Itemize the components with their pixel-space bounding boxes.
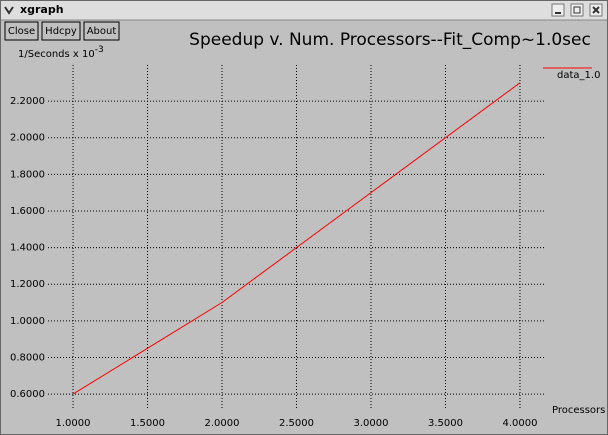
button[interactable] bbox=[83, 21, 120, 41]
x-axis-label: Processors bbox=[552, 405, 605, 416]
y-tick-label: 0.6000 bbox=[10, 389, 45, 400]
window-title: xgraph bbox=[20, 3, 64, 16]
x-tick-label: 2.5000 bbox=[279, 418, 314, 429]
close-icon bbox=[592, 6, 600, 14]
button[interactable] bbox=[41, 21, 81, 41]
x-tick-label: 3.0000 bbox=[353, 418, 388, 429]
button[interactable] bbox=[4, 21, 39, 41]
x-tick-label: 2.0000 bbox=[205, 418, 240, 429]
y-tick-label: 2.2000 bbox=[10, 96, 45, 107]
x-tick-label: 4.0000 bbox=[502, 418, 537, 429]
maximize-button[interactable] bbox=[570, 3, 584, 17]
button-label: Hdcpy bbox=[45, 26, 77, 37]
maximize-icon bbox=[573, 6, 581, 14]
y-tick-label: 2.0000 bbox=[10, 133, 45, 144]
y-tick-label: 1.4000 bbox=[10, 243, 45, 254]
y-tick-label: 1.6000 bbox=[10, 206, 45, 217]
button-label: About bbox=[87, 26, 117, 37]
legend-label: data_1.0 bbox=[557, 70, 600, 81]
x-tick-label: 3.5000 bbox=[428, 418, 463, 429]
chart-title: Speedup v. Num. Processors--Fit_Comp~1.0… bbox=[189, 30, 591, 50]
y-axis-label-text: 1/Seconds x 10 bbox=[18, 49, 95, 60]
data-line bbox=[72, 82, 521, 395]
y-axis-label: 1/Seconds x 10-3 bbox=[18, 45, 104, 61]
x-tick-label: 1.0000 bbox=[56, 418, 91, 429]
button-label: Close bbox=[8, 26, 35, 37]
x-tick-label: 1.5000 bbox=[130, 418, 165, 429]
y-tick-label: 0.8000 bbox=[10, 352, 45, 363]
minimize-button[interactable] bbox=[551, 3, 565, 17]
y-axis-label-exponent: -3 bbox=[95, 45, 104, 55]
title-bar bbox=[0, 0, 608, 20]
y-tick-label: 1.0000 bbox=[10, 316, 45, 327]
window-menu-icon[interactable] bbox=[4, 6, 14, 15]
window-controls bbox=[551, 3, 603, 17]
y-tick-label: 1.2000 bbox=[10, 279, 45, 290]
y-tick-label: 1.8000 bbox=[10, 169, 45, 180]
